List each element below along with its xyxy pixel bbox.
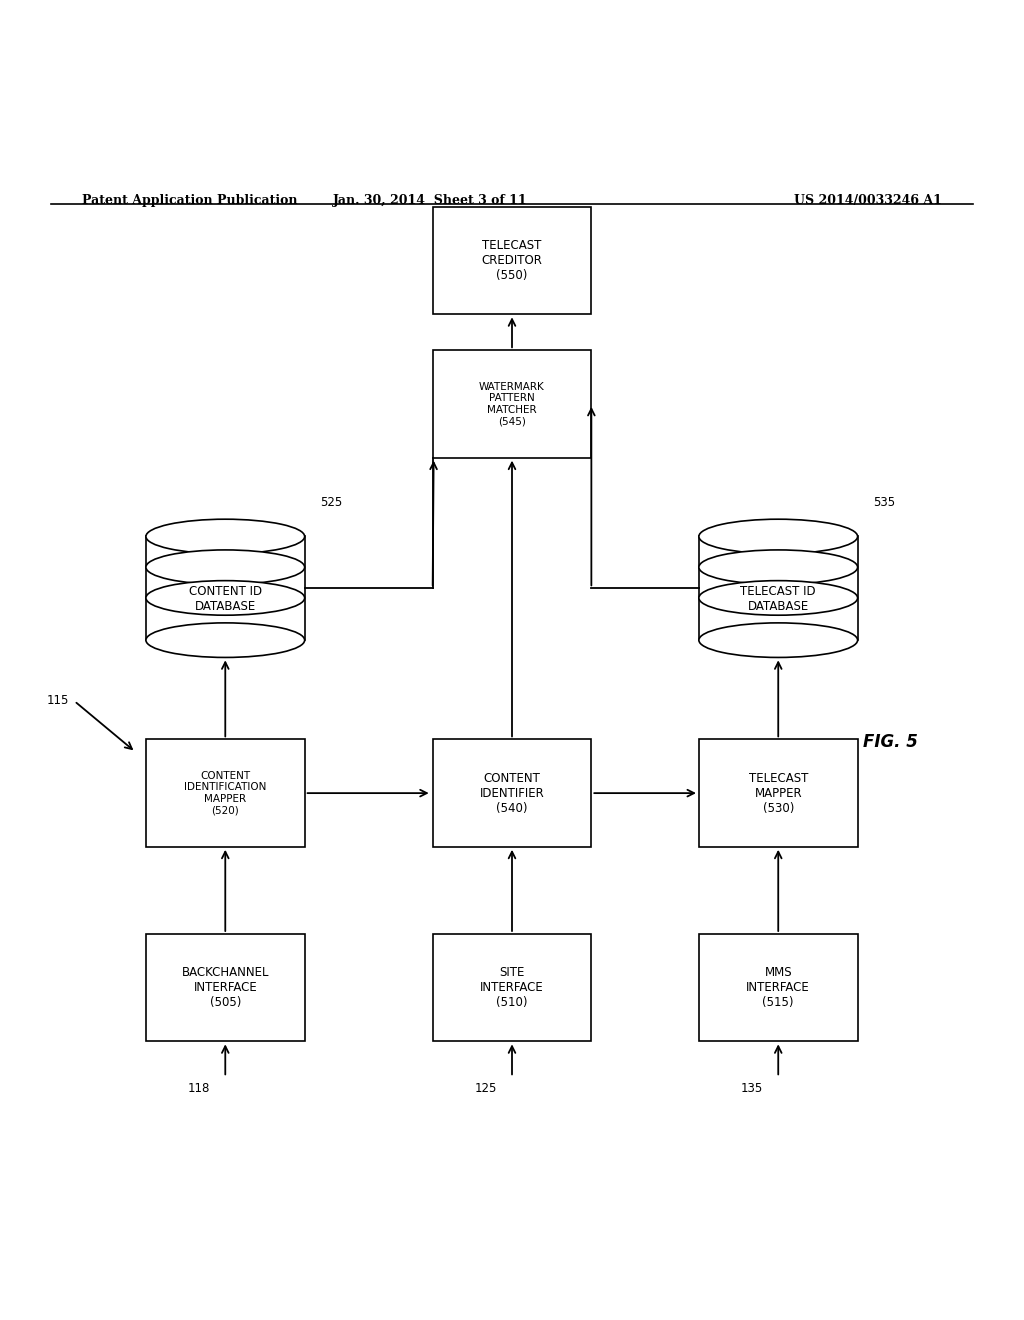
Text: US 2014/0033246 A1: US 2014/0033246 A1: [795, 194, 942, 207]
Text: 135: 135: [740, 1082, 763, 1096]
Text: MMS
INTERFACE
(515): MMS INTERFACE (515): [746, 966, 810, 1010]
Text: 525: 525: [319, 496, 342, 510]
FancyBboxPatch shape: [698, 536, 858, 640]
FancyBboxPatch shape: [146, 739, 305, 847]
FancyBboxPatch shape: [698, 935, 858, 1041]
Ellipse shape: [698, 623, 858, 657]
Text: Jan. 30, 2014  Sheet 3 of 11: Jan. 30, 2014 Sheet 3 of 11: [333, 194, 527, 207]
Ellipse shape: [146, 519, 305, 554]
FancyBboxPatch shape: [146, 935, 305, 1041]
FancyBboxPatch shape: [432, 207, 592, 314]
Ellipse shape: [698, 581, 858, 615]
Text: Patent Application Publication: Patent Application Publication: [82, 194, 297, 207]
FancyBboxPatch shape: [698, 739, 858, 847]
Text: CONTENT ID
DATABASE: CONTENT ID DATABASE: [188, 585, 262, 612]
Text: WATERMARK
PATTERN
MATCHER
(545): WATERMARK PATTERN MATCHER (545): [479, 381, 545, 426]
Text: 115: 115: [47, 694, 70, 708]
Ellipse shape: [146, 581, 305, 615]
Text: FIG. 5: FIG. 5: [863, 733, 919, 751]
Text: TELECAST ID
DATABASE: TELECAST ID DATABASE: [740, 585, 816, 612]
Text: 118: 118: [187, 1082, 210, 1096]
Text: SITE
INTERFACE
(510): SITE INTERFACE (510): [480, 966, 544, 1010]
Ellipse shape: [698, 519, 858, 554]
Text: TELECAST
MAPPER
(530): TELECAST MAPPER (530): [749, 772, 808, 814]
FancyBboxPatch shape: [432, 739, 592, 847]
Text: 535: 535: [872, 496, 895, 510]
Text: CONTENT
IDENTIFICATION
MAPPER
(520): CONTENT IDENTIFICATION MAPPER (520): [184, 771, 266, 816]
Text: CONTENT
IDENTIFIER
(540): CONTENT IDENTIFIER (540): [479, 772, 545, 814]
FancyBboxPatch shape: [432, 350, 592, 458]
Text: 125: 125: [474, 1082, 497, 1096]
Text: TELECAST
CREDITOR
(550): TELECAST CREDITOR (550): [481, 239, 543, 282]
Ellipse shape: [698, 550, 858, 585]
FancyBboxPatch shape: [432, 935, 592, 1041]
Ellipse shape: [146, 550, 305, 585]
Text: BACKCHANNEL
INTERFACE
(505): BACKCHANNEL INTERFACE (505): [181, 966, 269, 1010]
Ellipse shape: [146, 623, 305, 657]
FancyBboxPatch shape: [146, 536, 305, 640]
